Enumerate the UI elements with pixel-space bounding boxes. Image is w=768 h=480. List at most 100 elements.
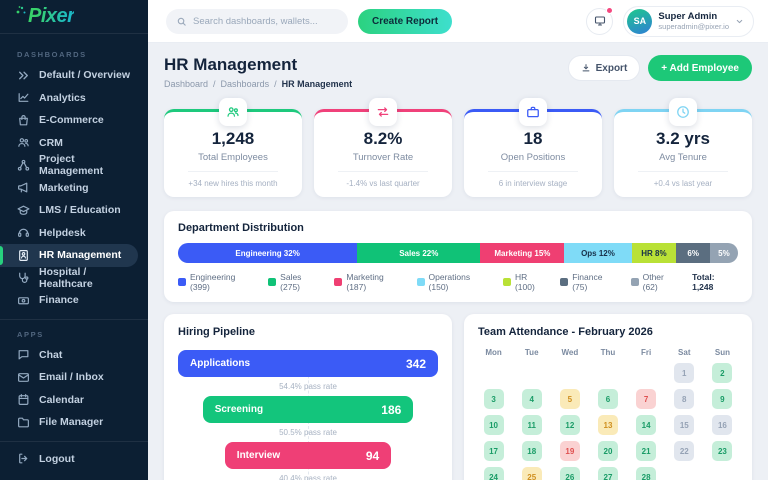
calendar-day[interactable]: 8 <box>674 389 695 409</box>
weekday-header: Sat <box>678 348 691 357</box>
search-icon <box>177 17 186 26</box>
avatar: SA <box>627 8 653 34</box>
sidebar-item-file-manager[interactable]: File Manager <box>0 411 138 434</box>
sidebar-item-project-management[interactable]: Project Management <box>0 153 138 177</box>
calendar-day[interactable]: 9 <box>712 389 733 409</box>
department-total: Total: 1,248 <box>692 272 715 292</box>
bar-segment-marketing[interactable]: Marketing 15% <box>480 243 565 263</box>
export-button[interactable]: Export <box>567 55 641 81</box>
users-icon <box>219 98 247 126</box>
calendar-day[interactable]: 2 <box>712 363 733 383</box>
hiring-funnel: Applications 342 54.4% pass rate Screenin… <box>178 350 438 480</box>
calendar-day[interactable]: 15 <box>674 415 695 435</box>
stat-value: 18 <box>523 129 543 148</box>
sidebar-item-finance[interactable]: Finance <box>0 289 138 312</box>
calendar-day[interactable]: 7 <box>636 389 657 409</box>
funnel-bar-screening[interactable]: Screening 186 <box>202 396 414 423</box>
display-notification-button[interactable] <box>586 6 614 35</box>
calendar-day[interactable]: 1 <box>674 363 695 383</box>
calendar-day[interactable]: 22 <box>674 441 695 461</box>
bar-segment-sales[interactable]: Sales 22% <box>357 243 481 263</box>
sidebar-item-chat[interactable]: Chat <box>0 344 138 367</box>
logout-button[interactable]: Logout <box>0 448 138 471</box>
calendar-day[interactable]: 20 <box>597 441 618 461</box>
calendar-day[interactable]: 27 <box>597 467 618 480</box>
search-input[interactable] <box>193 15 338 27</box>
calendar-day[interactable]: 5 <box>559 389 580 409</box>
sidebar-item-marketing[interactable]: Marketing <box>0 177 138 200</box>
legend-swatch <box>416 278 425 286</box>
calendar-day[interactable]: 12 <box>559 415 580 435</box>
legend-item: Other (62) <box>630 272 681 292</box>
sidebar-item-hospital-healthcare[interactable]: Hospital / Healthcare <box>0 266 138 290</box>
calendar-day[interactable]: 3 <box>483 389 504 409</box>
weekday-header: Wed <box>561 348 579 357</box>
main-content: HR Management Dashboard / Dashboards / HR … <box>148 43 768 480</box>
calendar-day[interactable]: 19 <box>559 441 580 461</box>
sidebar-item-label: File Manager <box>39 416 104 429</box>
calendar-day[interactable]: 18 <box>521 441 542 461</box>
brand-logo[interactable]: Pixer <box>0 0 148 34</box>
users-icon <box>17 136 30 149</box>
legend-item: Marketing (187) <box>334 272 405 292</box>
sidebar-item-helpdesk[interactable]: Helpdesk <box>0 222 138 245</box>
bar-segment-ops[interactable]: Ops 12% <box>564 243 632 263</box>
calendar-day[interactable]: 10 <box>483 415 504 435</box>
topbar: Create Report SA Super Admin superadmin@… <box>148 0 768 43</box>
banknote-icon <box>17 294 30 307</box>
calendar-day[interactable]: 21 <box>636 441 657 461</box>
calendar-day[interactable]: 14 <box>636 415 657 435</box>
calendar-day[interactable]: 16 <box>712 415 733 435</box>
user-email: superadmin@pixer.io <box>658 22 729 32</box>
calendar-day[interactable]: 28 <box>636 467 657 480</box>
sidebar-item-crm[interactable]: CRM <box>0 132 138 155</box>
sidebar-divider <box>0 440 148 442</box>
calendar-icon <box>17 393 30 406</box>
calendar-day[interactable]: 26 <box>559 467 580 480</box>
legend-item: HR (100) <box>502 272 549 292</box>
stat-label: Avg Tenure <box>659 152 707 163</box>
legend-swatch <box>178 278 186 286</box>
bar-segment-other[interactable]: 5% <box>709 243 738 263</box>
card-title: Hiring Pipeline <box>178 326 256 338</box>
sidebar-item-analytics[interactable]: Analytics <box>0 87 138 110</box>
bar-segment-engineering[interactable]: Engineering 32% <box>178 243 358 263</box>
stat-caption: +0.4 vs last year <box>653 179 713 188</box>
chart-line-icon <box>17 91 30 104</box>
add-employee-button[interactable]: + Add Employee <box>648 55 752 81</box>
sidebar-item-default-overview[interactable]: Default / Overview <box>0 64 138 87</box>
calendar-day[interactable]: 17 <box>483 441 504 461</box>
calendar-day[interactable]: 11 <box>521 415 542 435</box>
funnel-bar-applications[interactable]: Applications 342 <box>178 350 438 377</box>
sidebar-divider <box>0 318 148 320</box>
sidebar-item-calendar[interactable]: Calendar <box>0 389 138 412</box>
logout-label: Logout <box>39 452 75 465</box>
card-title: Team Attendance - February 2026 <box>478 326 653 338</box>
create-report-button[interactable]: Create Report <box>358 8 453 34</box>
sidebar-item-hr-management[interactable]: HR Management <box>0 244 138 267</box>
calendar-day[interactable]: 23 <box>712 441 733 461</box>
calendar-day[interactable]: 6 <box>597 389 618 409</box>
stat-value: 8.2% <box>363 129 403 148</box>
calendar-day[interactable]: 13 <box>597 415 618 435</box>
funnel-bar-interview[interactable]: Interview 94 <box>224 442 392 469</box>
sidebar-item-email-inbox[interactable]: Email / Inbox <box>0 366 138 389</box>
stat-card-total-employees: 1,248 Total Employees +34 new hires this… <box>164 98 302 197</box>
breadcrumb-item[interactable]: Dashboards <box>220 79 270 89</box>
graduation-cap-icon <box>17 204 30 217</box>
calendar-day[interactable]: 24 <box>483 467 504 480</box>
sidebar-item-ecommerce[interactable]: E-Commerce <box>0 109 138 132</box>
user-menu[interactable]: SA Super Admin superadmin@pixer.io <box>623 5 754 37</box>
briefcase-icon <box>519 98 547 126</box>
brand-name: Pixer <box>28 5 75 27</box>
bar-segment-finance[interactable]: 6% <box>676 243 710 263</box>
breadcrumb-item[interactable]: Dashboard <box>164 79 209 89</box>
bar-segment-hr[interactable]: HR 8% <box>631 243 677 263</box>
calendar-day[interactable]: 4 <box>521 389 542 409</box>
calendar-day[interactable]: 25 <box>521 467 542 480</box>
transfer-arrows-icon <box>369 98 397 126</box>
network-icon <box>17 159 30 172</box>
search-box[interactable] <box>166 8 348 34</box>
chevrons-right-icon <box>17 69 30 82</box>
sidebar-item-lms-education[interactable]: LMS / Education <box>0 199 138 222</box>
